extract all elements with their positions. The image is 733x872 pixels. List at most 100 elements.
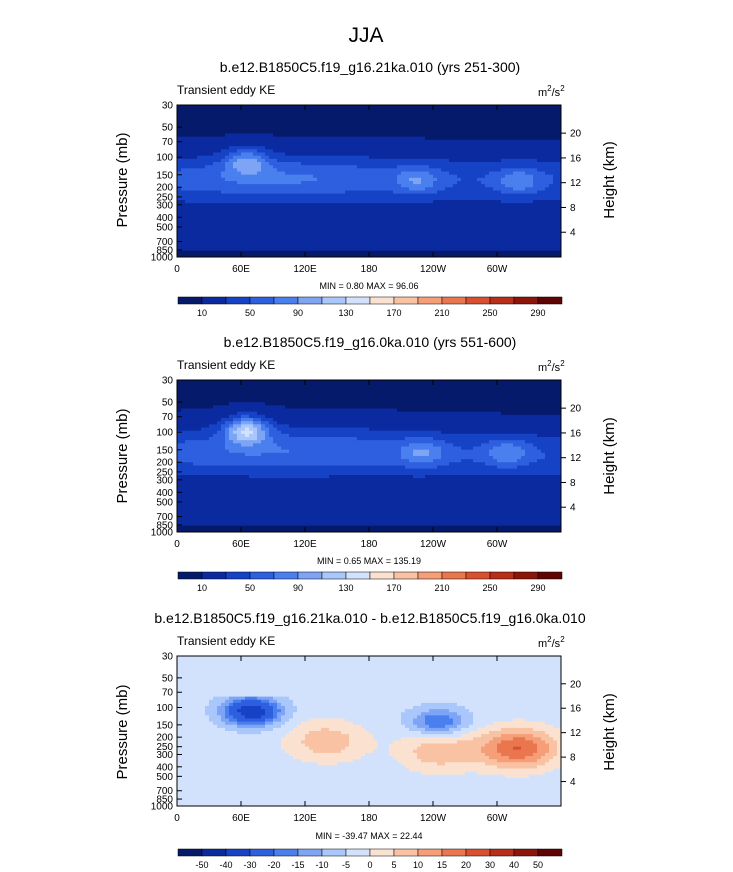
y-tick-label: 200 (156, 183, 173, 194)
field-cell (385, 114, 390, 119)
field-cell (225, 386, 230, 391)
field-cell (257, 196, 262, 201)
field-cell (457, 149, 462, 154)
field-cell (225, 165, 230, 169)
field-cell (349, 133, 354, 138)
field-cell (233, 105, 238, 109)
field-cell (389, 155, 394, 160)
field-cell (533, 108, 538, 112)
field-cell (445, 206, 450, 211)
field-cell (509, 209, 514, 214)
field-cell (213, 111, 218, 116)
field-cell (461, 171, 466, 176)
field-cell (301, 162, 306, 166)
field-cell (405, 383, 410, 387)
field-cell (433, 241, 438, 245)
field-cell (201, 155, 206, 160)
field-cell (405, 149, 410, 154)
field-cell (481, 143, 486, 147)
field-cell (197, 158, 202, 163)
field-cell (185, 181, 190, 185)
field-cell (349, 136, 354, 141)
field-cell (233, 231, 238, 236)
field-cell (261, 383, 266, 387)
field-cell (377, 149, 382, 154)
field-cell (213, 383, 218, 387)
field-cell (545, 209, 550, 214)
field-cell (473, 120, 478, 125)
field-cell (301, 139, 306, 144)
field-cell (437, 105, 442, 109)
field-cell (409, 124, 414, 128)
field-cell (385, 380, 390, 384)
field-cell (329, 184, 334, 188)
field-cell (297, 209, 302, 214)
field-cell (557, 234, 561, 239)
field-cell (225, 162, 230, 166)
field-cell (193, 149, 198, 154)
field-cell (369, 130, 374, 135)
field-cell (373, 143, 378, 147)
field-cell (541, 184, 546, 188)
field-cell (481, 130, 486, 135)
field-cell (357, 247, 362, 252)
field-cell (229, 215, 234, 220)
field-cell (401, 149, 406, 154)
field-cell (189, 168, 194, 173)
field-cell (273, 120, 278, 125)
field-cell (517, 247, 522, 252)
field-cell (453, 187, 458, 192)
field-cell (369, 231, 374, 236)
field-cell (245, 386, 250, 391)
field-cell (437, 206, 442, 211)
field-cell (477, 158, 482, 163)
field-cell (365, 231, 370, 236)
field-cell (501, 184, 506, 188)
field-cell (405, 152, 410, 157)
field-cell (469, 155, 474, 160)
field-cell (349, 149, 354, 154)
field-cell (341, 124, 346, 128)
field-cell (277, 124, 282, 128)
field-cell (385, 149, 390, 154)
field-cell (545, 250, 550, 255)
field-cell (185, 165, 190, 169)
field-cell (425, 203, 430, 207)
field-cell (517, 133, 522, 138)
field-cell (473, 139, 478, 144)
field-cell (321, 193, 326, 198)
field-cell (437, 114, 442, 119)
field-cell (229, 152, 234, 157)
field-cell (509, 241, 514, 245)
field-cell (421, 149, 426, 154)
field-cell (185, 380, 190, 384)
field-cell (517, 206, 522, 211)
field-cell (349, 111, 354, 116)
field-cell (441, 177, 446, 182)
field-cell (301, 196, 306, 201)
field-cell (485, 206, 490, 211)
field-cell (485, 174, 490, 179)
field-cell (517, 146, 522, 150)
field-cell (189, 174, 194, 179)
field-cell (493, 181, 498, 185)
field-cell (361, 203, 366, 207)
field-cell (257, 209, 262, 214)
field-cell (513, 383, 518, 387)
field-cell (453, 133, 458, 138)
field-cell (517, 158, 522, 163)
field-cell (533, 247, 538, 252)
field-cell (253, 168, 258, 173)
colorbar-label: 90 (293, 308, 303, 318)
field-cell (525, 241, 530, 245)
field-cell (333, 250, 338, 255)
field-cell (389, 206, 394, 211)
field-cell (313, 127, 318, 131)
field-cell (381, 225, 386, 230)
field-cell (461, 130, 466, 135)
field-cell (289, 143, 294, 147)
field-cell (333, 105, 338, 109)
field-cell (421, 105, 426, 109)
field-cell (305, 177, 310, 182)
field-cell (233, 149, 238, 154)
